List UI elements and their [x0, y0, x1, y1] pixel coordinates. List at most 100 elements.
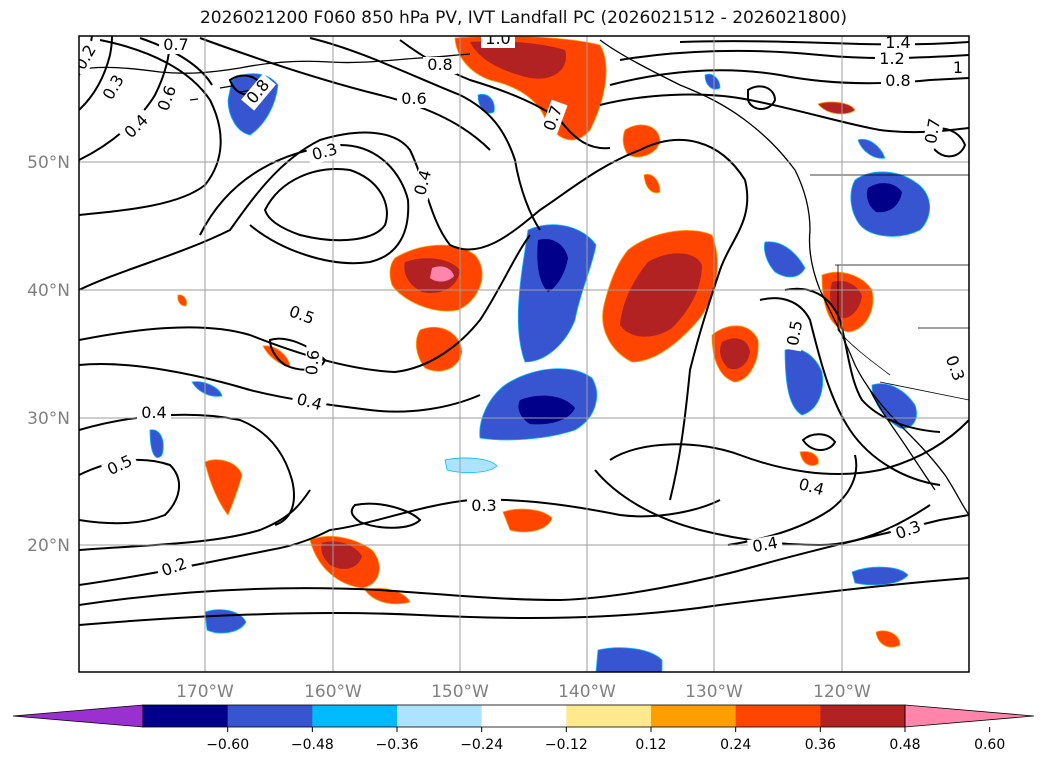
contour-label-bg	[940, 349, 969, 388]
contour-line	[79, 577, 969, 626]
pv-positive-core	[470, 41, 566, 79]
pv-negative-area	[191, 381, 223, 397]
contour-label-bg	[282, 301, 321, 330]
pv-positive-peak	[430, 266, 454, 282]
longitude-label: 160°W	[304, 682, 362, 702]
contour-label-bg	[875, 51, 909, 68]
pv-positive-core	[720, 338, 750, 370]
colorbar-tick-label: 0.60	[974, 737, 1005, 753]
contour-line	[199, 143, 410, 265]
contour-line	[199, 37, 491, 151]
colorbar-tick-label: 0.36	[805, 737, 836, 753]
border-us-mexico	[879, 381, 969, 401]
colorbar-segment	[227, 705, 313, 727]
contour-label-bg	[159, 37, 193, 54]
contour-label-bg	[467, 498, 501, 515]
contour-label-bg	[881, 36, 915, 52]
coastline-alaska	[79, 53, 471, 74]
political-borders	[810, 174, 969, 401]
contour-label: 0.7	[921, 117, 944, 145]
contour-label-bg	[137, 405, 171, 422]
contour-line	[759, 297, 941, 486]
pv-positive-core	[620, 253, 702, 337]
contour-label-bg	[397, 91, 431, 108]
colorbar-segment	[566, 705, 652, 727]
contour-line	[309, 37, 541, 231]
pv-positive-area	[875, 630, 901, 648]
latitude-label: 30°N	[27, 409, 70, 429]
colorbar-segment	[481, 705, 567, 727]
pv-negative-core	[518, 395, 575, 425]
contour-line	[79, 36, 113, 111]
pv-positive-area	[622, 124, 661, 158]
contour-line	[619, 49, 969, 61]
contour-label: 1.4	[885, 33, 910, 52]
contour-line	[747, 85, 777, 110]
contour-label-bg	[889, 516, 928, 545]
longitude-label: 170°W	[176, 682, 234, 702]
contour-line	[599, 93, 969, 134]
pv-positive-area	[643, 173, 661, 194]
contour-label-bg	[539, 99, 568, 138]
pv-positive-area	[364, 587, 411, 605]
contour-label: 1.2	[879, 49, 904, 68]
contour-line	[79, 39, 222, 216]
contour-label: 0.4	[751, 533, 779, 556]
pv-positive-core	[321, 541, 362, 569]
contour-label: 0.5	[783, 319, 806, 347]
contour-label-bg	[101, 451, 140, 481]
colorbar-extend-min	[12, 704, 144, 728]
colorbar-tick-label: −0.60	[206, 737, 249, 753]
colorbar-segment	[651, 705, 737, 727]
pv-negative-area	[704, 73, 721, 90]
colorbar-tick-label: 0.12	[635, 737, 666, 753]
contour-label-bg	[118, 108, 155, 145]
pv-negative-area	[444, 457, 498, 474]
longitude-label: 120°W	[813, 682, 871, 702]
pv-positive-area	[415, 326, 463, 372]
colorbar-segment	[735, 705, 821, 727]
latitude-label: 40°N	[27, 281, 70, 301]
contour-label-bg	[306, 140, 344, 166]
colorbar-segment	[397, 705, 483, 727]
border-state	[837, 265, 891, 376]
pv-positive-area	[177, 294, 187, 307]
colorbar-tick-label: −0.12	[545, 737, 588, 753]
colorbar-ticks: −0.60 −0.48 −0.36 −0.24 −0.12 0.12 0.24 0.36 0.4…	[206, 727, 1005, 753]
pv-negative-area	[871, 383, 917, 429]
coastline-north-america	[599, 39, 969, 516]
contour-line	[350, 502, 422, 529]
contour-line	[79, 234, 531, 374]
contour-label-bg	[303, 344, 324, 381]
latitude-label: 50°N	[27, 153, 70, 173]
contour-line	[928, 127, 967, 158]
colorbar-segments	[12, 704, 1035, 728]
coastline-baja	[869, 389, 936, 491]
longitude-labels: 170°W 160°W 150°W 140°W 130°W 120°W	[176, 682, 871, 702]
contour-label: 1.0	[485, 29, 510, 48]
contour-line	[79, 489, 311, 551]
pv-positive-area	[502, 508, 553, 533]
map-frame	[78, 35, 970, 673]
contour-label-bg	[79, 38, 102, 77]
contour-label-bg	[153, 79, 182, 118]
contour-label-bg	[98, 68, 130, 107]
contour-line	[139, 37, 213, 86]
pv-positive-area	[817, 101, 856, 115]
contour-label-bg	[922, 113, 945, 150]
contour-line	[263, 168, 388, 242]
colorbar-tick-label: −0.48	[291, 737, 334, 753]
contour-line	[801, 433, 837, 451]
pv-negative-area	[595, 647, 663, 672]
pv-positive-area	[204, 459, 243, 516]
latitude-labels: 50°N 40°N 30°N 20°N	[27, 153, 70, 556]
pv-negative-area	[149, 429, 164, 458]
contour-label: 0.6	[401, 89, 426, 108]
colorbar-segment	[820, 705, 906, 727]
longitude-label: 130°W	[685, 682, 743, 702]
colorbar-tick-label: 0.24	[720, 737, 751, 753]
longitude-label: 150°W	[431, 682, 489, 702]
pv-negative-area	[764, 241, 806, 278]
map-plot-area: 0.20.30.40.60.70.81.00.80.60.30.40.71.41…	[78, 29, 970, 673]
pv-negative-core	[866, 183, 902, 213]
